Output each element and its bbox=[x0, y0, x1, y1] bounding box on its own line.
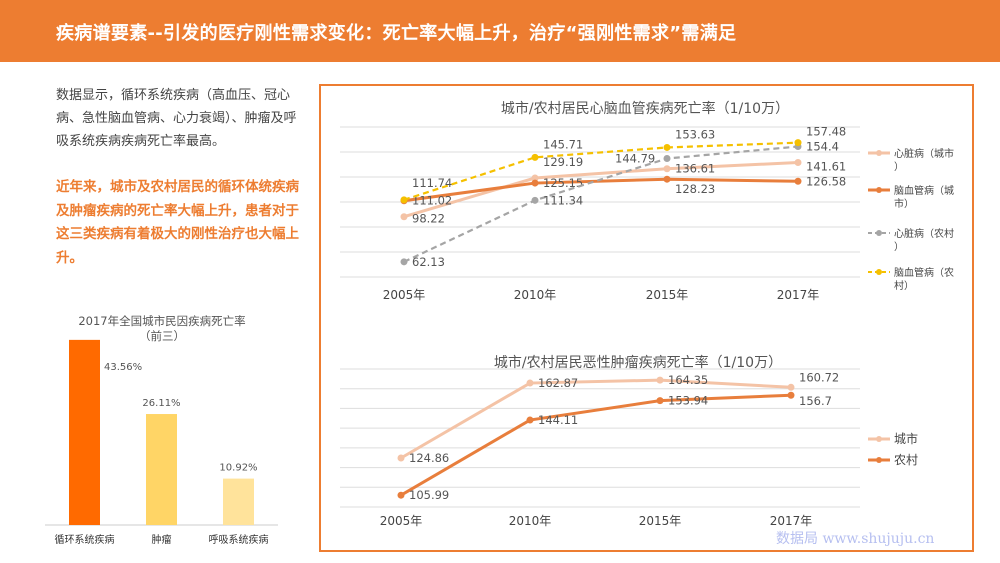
data-label: 154.4 bbox=[806, 140, 839, 154]
series-line bbox=[403, 141, 799, 201]
legend-label-wrap: 市） bbox=[894, 197, 914, 210]
data-point bbox=[400, 258, 408, 266]
data-point bbox=[397, 491, 405, 499]
legend-marker bbox=[876, 230, 882, 236]
bar-chart-subtitle: （前三） bbox=[139, 329, 185, 343]
data-label: 164.35 bbox=[668, 373, 708, 387]
legend-label-wrap: ） bbox=[894, 161, 904, 173]
legend-label: 城市 bbox=[894, 431, 918, 446]
legend-label: 农村 bbox=[894, 453, 918, 467]
watermark: 数据局 www.shujuju.cn bbox=[776, 531, 935, 547]
legend-marker bbox=[876, 150, 882, 156]
data-point bbox=[397, 454, 405, 462]
bar-chart-title: 2017年全国城市民因疾病死亡率 bbox=[78, 314, 245, 328]
intro-paragraph: 数据显示，循环系统疾病（高血压、冠心病、急性脑血管病、心力衰竭）、肿瘤及呼吸系统… bbox=[56, 88, 297, 149]
data-point bbox=[531, 179, 539, 187]
highlight-paragraph: 近年来，城市及农村居民的循环体统疾病及肿瘤疾病的死亡率大幅上升，患者对于这三类疾… bbox=[56, 179, 299, 266]
x-tick-label: 2017年 bbox=[777, 288, 820, 302]
x-tick-label: 2005年 bbox=[383, 288, 426, 302]
data-point bbox=[663, 175, 671, 183]
data-label: 126.58 bbox=[806, 174, 846, 188]
data-label: 129.19 bbox=[543, 155, 583, 169]
legend-marker bbox=[876, 457, 882, 463]
data-point bbox=[787, 383, 795, 391]
data-point bbox=[787, 391, 795, 399]
data-label: 105.99 bbox=[409, 488, 449, 502]
bar bbox=[69, 339, 100, 525]
data-label: 125.15 bbox=[543, 176, 583, 190]
data-point bbox=[526, 379, 534, 387]
legend-marker bbox=[876, 269, 882, 275]
bar-category-label: 循环系统疾病 bbox=[55, 533, 115, 546]
legend-marker bbox=[876, 187, 882, 193]
series-line bbox=[403, 177, 799, 203]
data-label: 153.63 bbox=[675, 127, 715, 141]
legend-label: 心脏病（城市 bbox=[894, 147, 954, 160]
x-tick-label: 2010年 bbox=[509, 514, 552, 528]
data-label: 111.02 bbox=[412, 194, 452, 208]
data-point bbox=[794, 139, 802, 147]
data-point bbox=[656, 397, 664, 405]
legend-label: 心脏病（农村 bbox=[894, 227, 954, 240]
legend-label: 脑血管病（农 bbox=[894, 266, 954, 279]
data-point bbox=[663, 155, 671, 163]
bar-category-label: 呼吸系统疾病 bbox=[209, 533, 269, 546]
series-line bbox=[403, 145, 799, 263]
page-title: 疾病谱要素--引发的医疗刚性需求变化：死亡率大幅上升，治疗“强刚性需求”需满足 bbox=[56, 23, 737, 44]
header-bar: 疾病谱要素--引发的医疗刚性需求变化：死亡率大幅上升，治疗“强刚性需求”需满足 bbox=[0, 0, 1000, 62]
legend-label: 脑血管病（城 bbox=[894, 184, 954, 197]
data-label: 144.11 bbox=[538, 413, 578, 427]
data-label: 157.48 bbox=[806, 125, 846, 139]
data-point bbox=[400, 196, 408, 204]
bar-category-label: 肿瘤 bbox=[152, 533, 172, 546]
data-point bbox=[794, 158, 802, 166]
data-label: 111.74 bbox=[412, 176, 452, 190]
data-point bbox=[531, 153, 539, 161]
series-line bbox=[400, 378, 792, 460]
data-point bbox=[531, 174, 539, 182]
legend-label-wrap: 村） bbox=[894, 279, 914, 292]
data-label: 128.23 bbox=[675, 182, 715, 196]
x-tick-label: 2015年 bbox=[646, 288, 689, 302]
data-label: 141.61 bbox=[806, 159, 846, 173]
bar-value-label: 10.92% bbox=[219, 463, 257, 474]
data-point bbox=[663, 165, 671, 173]
data-label: 98.22 bbox=[412, 212, 445, 226]
line-chart-title: 城市/农村居民心脑血管疾病死亡率（1/10万） bbox=[501, 100, 789, 117]
data-point bbox=[531, 196, 539, 204]
legend-marker bbox=[876, 436, 882, 442]
data-point bbox=[794, 177, 802, 185]
legend-label-wrap: ） bbox=[894, 241, 904, 253]
data-point bbox=[656, 376, 664, 384]
x-tick-label: 2010年 bbox=[514, 288, 557, 302]
bar bbox=[146, 414, 177, 525]
data-label: 136.61 bbox=[675, 162, 715, 176]
bar-value-label: 43.56% bbox=[104, 362, 142, 373]
series-line bbox=[400, 393, 792, 497]
data-label: 111.34 bbox=[543, 193, 583, 207]
data-point bbox=[526, 416, 534, 424]
data-label: 62.13 bbox=[412, 255, 445, 269]
line-charts-frame bbox=[319, 84, 974, 552]
data-label: 144.79 bbox=[615, 152, 655, 166]
bar bbox=[223, 478, 254, 525]
x-tick-label: 2015年 bbox=[639, 514, 682, 528]
series-line bbox=[403, 160, 799, 219]
data-label: 145.71 bbox=[543, 137, 583, 151]
data-point bbox=[400, 213, 408, 221]
line-chart-title: 城市/农村居民恶性肿瘤疾病死亡率（1/10万） bbox=[494, 354, 782, 371]
x-tick-label: 2017年 bbox=[770, 514, 813, 528]
data-label: 160.72 bbox=[799, 370, 839, 384]
data-point bbox=[663, 143, 671, 151]
data-label: 162.87 bbox=[538, 376, 578, 390]
data-label: 153.94 bbox=[668, 394, 708, 408]
data-label: 124.86 bbox=[409, 451, 449, 465]
bar-value-label: 26.11% bbox=[142, 398, 180, 409]
x-tick-label: 2005年 bbox=[380, 514, 423, 528]
data-label: 156.7 bbox=[799, 394, 832, 408]
